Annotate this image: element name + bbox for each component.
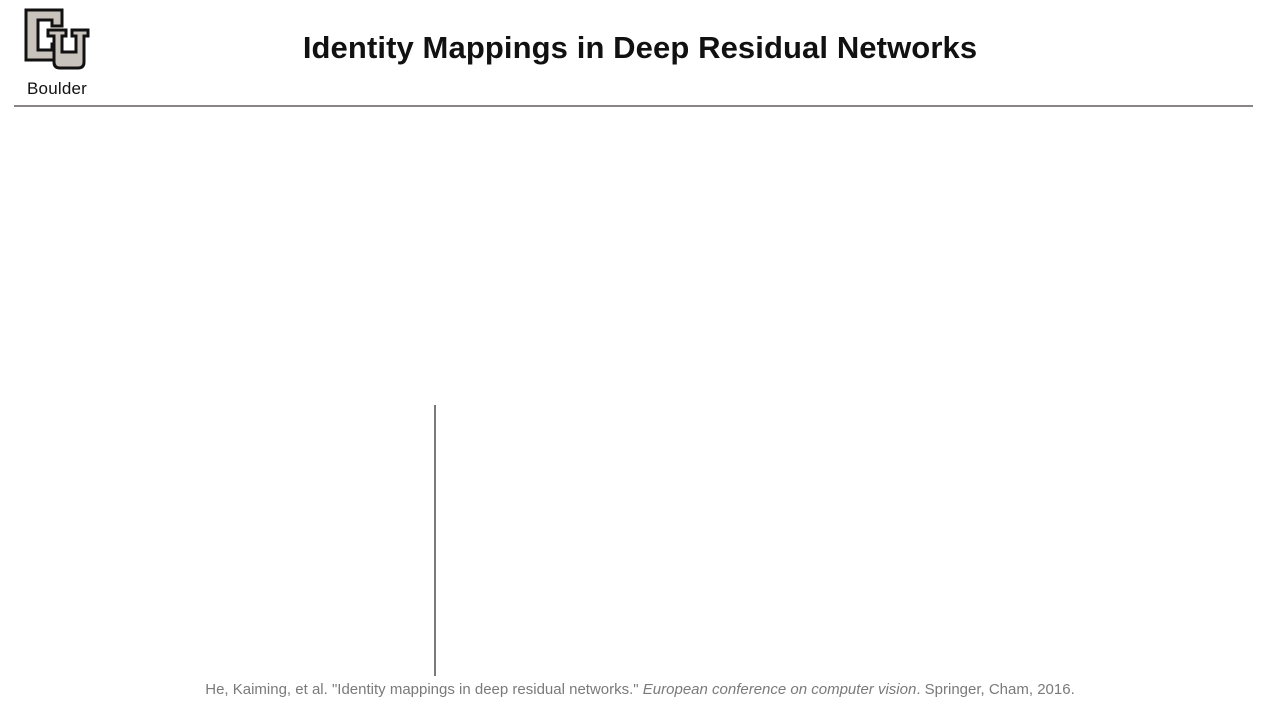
cu-boulder-logo: Boulder xyxy=(14,6,100,98)
citation-venue: European conference on computer vision xyxy=(642,681,917,698)
slide-title: Identity Mappings in Deep Residual Netwo… xyxy=(302,30,978,65)
citation-authors: He, Kaiming, et al. xyxy=(205,681,328,698)
citation-title: "Identity mappings in deep residual netw… xyxy=(331,681,639,698)
cu-logo-icon xyxy=(24,8,90,70)
citation: He, Kaiming, et al. "Identity mappings i… xyxy=(0,681,1280,698)
header-divider xyxy=(14,105,1253,107)
logo-text: Boulder xyxy=(27,79,87,98)
vertical-divider xyxy=(434,405,436,676)
citation-publisher: . Springer, Cham, 2016. xyxy=(916,681,1075,698)
